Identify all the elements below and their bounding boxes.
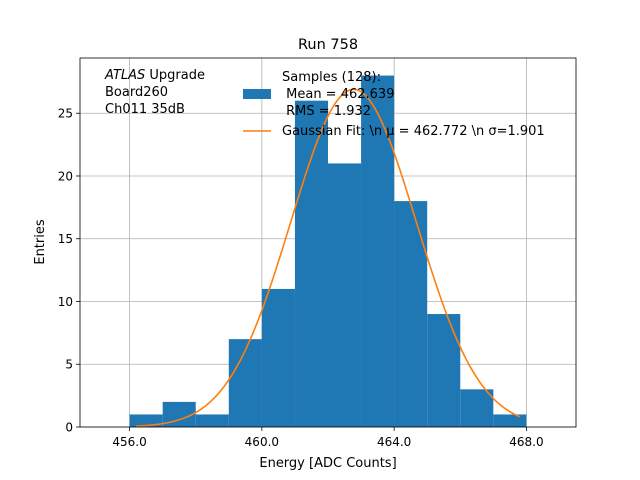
histogram-bar [328, 163, 362, 427]
legend-swatch-samples [243, 89, 271, 99]
atlas-annotation: ATLAS Upgrade Board260 Ch011 35dB [104, 68, 205, 117]
histogram-bar [361, 75, 395, 428]
legend-label-samples: RMS = 1.932 [282, 104, 371, 119]
histogram-bar [195, 414, 229, 427]
histogram-bars [129, 75, 527, 428]
legend-label-samples: Mean = 462.639 [282, 87, 394, 102]
histogram-bar [493, 414, 527, 427]
y-axis-label: Entries [33, 219, 48, 265]
gaussian-fit-curve [136, 88, 521, 427]
plot-frame [79, 57, 577, 428]
y-tick-label: 0 [65, 421, 73, 435]
y-tick-label: 20 [58, 169, 73, 183]
histogram-bar [427, 314, 461, 427]
legend: Samples (128): Mean = 462.639 RMS = 1.93… [243, 70, 545, 139]
annotation-line: ATLAS Upgrade [104, 68, 205, 83]
y-tick-label: 10 [58, 295, 73, 309]
histogram-bar [228, 339, 262, 427]
legend-label-samples: Samples (128): [282, 70, 381, 85]
histogram-bar [394, 201, 428, 427]
x-tick-label: 468.0 [509, 435, 543, 449]
histogram-bar [460, 389, 494, 427]
x-tick-label: 464.0 [377, 435, 411, 449]
histogram-bar [261, 288, 295, 427]
histogram-bar [129, 414, 163, 427]
histogram-bar [294, 100, 328, 428]
annotation-line: Ch011 35dB [105, 102, 185, 117]
fit-curve-layer [136, 88, 521, 427]
y-tick-label: 15 [58, 232, 73, 246]
x-tick-label: 456.0 [112, 435, 146, 449]
y-tick-label: 25 [58, 107, 73, 121]
chart-title: Run 758 [298, 37, 358, 53]
y-axis-ticks: 0 5 10 15 20 25 [58, 107, 80, 435]
legend-label-fit: Gaussian Fit: \n μ = 462.772 \n σ=1.901 [282, 124, 545, 139]
y-tick-label: 5 [65, 358, 73, 372]
x-tick-label: 460.0 [245, 435, 279, 449]
x-axis-ticks: 456.0 460.0 464.0 468.0 [112, 427, 544, 449]
annotation-line: Board260 [105, 85, 168, 100]
x-axis-label: Energy [ADC Counts] [259, 456, 396, 471]
